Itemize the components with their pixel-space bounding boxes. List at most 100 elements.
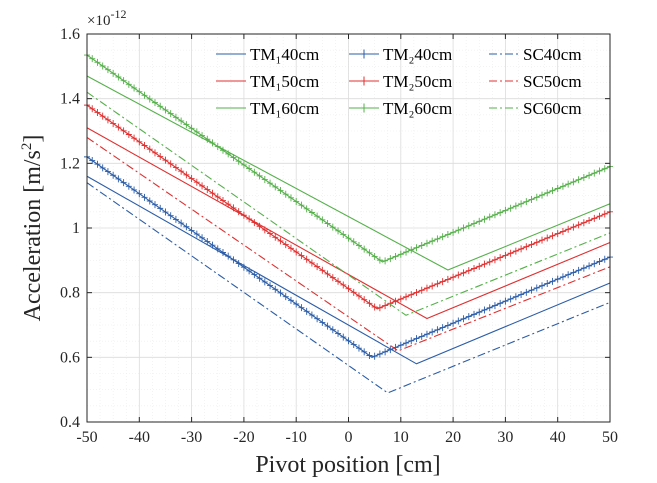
legend-label: TM₂60cm — [383, 99, 452, 118]
series-marker — [512, 247, 519, 255]
series-marker — [601, 165, 608, 173]
series-marker — [403, 248, 410, 256]
series-marker — [544, 280, 551, 288]
series-marker — [575, 176, 582, 184]
series-marker — [178, 117, 185, 125]
series-marker — [350, 288, 357, 296]
series-marker — [94, 108, 101, 116]
legend-marker — [360, 76, 368, 86]
series-marker — [355, 292, 362, 300]
series-marker — [429, 237, 436, 245]
series-marker — [225, 252, 232, 260]
series-marker — [549, 277, 556, 285]
series-marker — [172, 215, 179, 223]
series-marker — [491, 256, 498, 264]
series-marker — [329, 223, 336, 231]
legend-label: SC60cm — [523, 99, 582, 118]
y-tick-label: 1.2 — [60, 155, 80, 172]
series-marker — [293, 198, 300, 206]
series-marker — [366, 299, 373, 307]
series-marker — [371, 352, 378, 360]
series-marker — [125, 80, 132, 88]
series-marker — [586, 171, 593, 179]
series-marker — [559, 227, 566, 235]
series-marker — [178, 219, 185, 227]
series-marker — [256, 222, 263, 230]
series-marker — [586, 262, 593, 270]
series-marker — [376, 304, 383, 312]
series-marker — [277, 237, 284, 245]
series-marker — [256, 274, 263, 282]
series-marker — [533, 284, 540, 292]
series-marker — [230, 154, 237, 162]
series-marker — [497, 299, 504, 307]
series-marker — [104, 66, 111, 74]
y-axis-label-sup: 2 — [19, 143, 35, 151]
x-tick-label: 30 — [497, 429, 513, 446]
series-marker — [387, 255, 394, 263]
series-marker — [199, 182, 206, 190]
series-marker — [298, 201, 305, 209]
series-marker — [131, 186, 138, 194]
series-marker — [549, 187, 556, 195]
series-marker — [471, 310, 478, 318]
series-marker — [303, 307, 310, 315]
series-marker — [172, 164, 179, 172]
series-marker — [167, 110, 174, 118]
series-marker — [376, 256, 383, 264]
series-marker — [387, 346, 394, 354]
series-marker — [586, 217, 593, 225]
series-marker — [230, 204, 237, 212]
series-marker — [287, 194, 294, 202]
series-marker — [408, 246, 415, 254]
series-marker — [167, 212, 174, 220]
series-marker — [591, 214, 598, 222]
series-marker — [240, 263, 247, 271]
y-tick-label: 0.4 — [60, 414, 80, 431]
series-marker — [225, 150, 232, 158]
x-tick-label: -20 — [233, 429, 254, 446]
series-marker — [235, 208, 242, 216]
y-multiplier-exp: -12 — [110, 7, 126, 21]
series-marker — [539, 236, 546, 244]
series-marker — [512, 202, 519, 210]
series-marker — [209, 241, 216, 249]
series-marker — [219, 146, 226, 154]
series-marker — [188, 124, 195, 132]
series-marker — [110, 69, 117, 77]
y-tick-label: 0.8 — [60, 285, 80, 302]
series-marker — [471, 220, 478, 228]
series-marker — [204, 237, 211, 245]
series-marker — [188, 175, 195, 183]
legend-label: SC40cm — [523, 45, 582, 64]
x-tick-label: 20 — [445, 429, 461, 446]
series-marker — [544, 189, 551, 197]
series-marker — [319, 318, 326, 326]
series-marker — [523, 243, 530, 251]
series-marker — [267, 230, 274, 238]
x-tick-label: 50 — [602, 429, 618, 446]
series-marker — [518, 245, 525, 253]
series-marker — [355, 241, 362, 249]
x-tick-label: -30 — [181, 429, 202, 446]
series-marker — [392, 297, 399, 305]
series-marker — [403, 339, 410, 347]
series-marker — [491, 302, 498, 310]
series-marker — [397, 250, 404, 258]
series-marker — [199, 132, 206, 140]
legend-label: TM₁60cm — [250, 99, 319, 118]
series-marker — [131, 134, 138, 142]
series-marker — [219, 249, 226, 257]
series-marker — [355, 344, 362, 352]
series-marker — [471, 265, 478, 273]
y-tick-labels: 0.4 0.6 0.8 1 1.2 1.4 1.6 — [60, 26, 80, 431]
series-marker — [157, 153, 164, 161]
series-marker — [418, 332, 425, 340]
series-marker — [272, 183, 279, 191]
series-marker — [219, 197, 226, 205]
x-tick-label: 40 — [550, 429, 566, 446]
series-marker — [444, 231, 451, 239]
series-marker — [481, 260, 488, 268]
series-marker — [120, 77, 127, 85]
series-marker — [225, 200, 232, 208]
